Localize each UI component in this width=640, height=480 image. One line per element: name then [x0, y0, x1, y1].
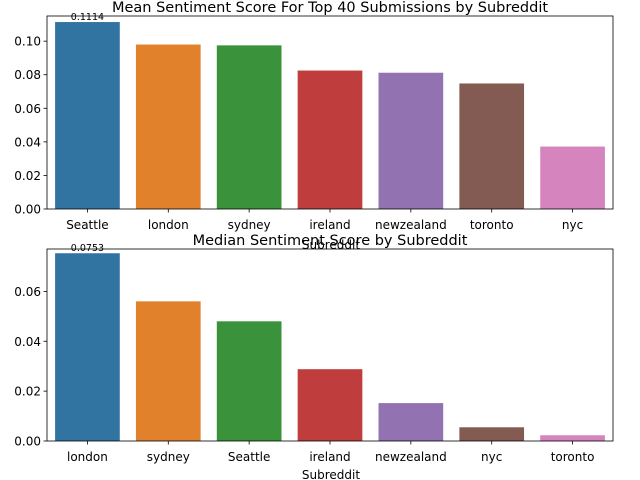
bar-london [135, 44, 201, 209]
bar-ireland [297, 70, 363, 209]
bar-london [55, 253, 120, 441]
bar-toronto [540, 435, 605, 441]
bar-newzealand [378, 72, 444, 209]
y-tick-label: 0.02 [14, 385, 41, 399]
bar-seattle [216, 321, 282, 441]
x-tick-label: sydney [228, 218, 271, 232]
x-tick-label: nyc [481, 450, 502, 464]
x-tick-label: nyc [562, 218, 583, 232]
y-tick-label: 0.00 [14, 435, 41, 449]
bar-nyc [459, 427, 525, 441]
bar-nyc [540, 146, 605, 209]
x-tick-label: newzealand [375, 218, 447, 232]
bar-sydney [216, 45, 282, 210]
x-tick-label: ireland [309, 218, 350, 232]
bar-sydney [135, 301, 201, 441]
x-tick-label: newzealand [375, 450, 447, 464]
chart-title: Median Sentiment Score by Subreddit [193, 233, 468, 249]
x-tick-label: london [67, 450, 108, 464]
y-tick-label: 0.04 [14, 335, 41, 349]
x-axis-label: Subreddit [302, 468, 360, 480]
x-tick-label: toronto [470, 218, 514, 232]
y-tick-label: 0.08 [14, 68, 41, 82]
x-tick-label: toronto [551, 450, 595, 464]
x-tick-label: Seattle [66, 218, 108, 232]
x-tick-label: ireland [309, 450, 350, 464]
y-tick-label: 0.04 [14, 135, 41, 149]
y-tick-label: 0.06 [14, 102, 41, 116]
chart-title: Mean Sentiment Score For Top 40 Submissi… [112, 0, 548, 16]
y-tick-label: 0.10 [14, 35, 41, 49]
bar-seattle [55, 22, 120, 209]
median-sentiment-chart: Median Sentiment Score by Subreddit Subr… [14, 233, 614, 480]
y-tick-label: 0.02 [14, 169, 41, 183]
bar-ireland [297, 369, 363, 441]
x-axis-label: Subreddit [302, 238, 360, 252]
x-tick-label: london [148, 218, 189, 232]
bar-toronto [459, 83, 525, 209]
mean-sentiment-chart: Mean Sentiment Score For Top 40 Submissi… [14, 0, 614, 252]
bar-value-annotation: 0.1114 [71, 12, 104, 23]
x-tick-label: sydney [147, 450, 190, 464]
x-tick-label: Seattle [228, 450, 270, 464]
y-tick-label: 0.06 [14, 285, 41, 299]
bar-newzealand [378, 403, 444, 441]
y-tick-label: 0.00 [14, 203, 41, 217]
